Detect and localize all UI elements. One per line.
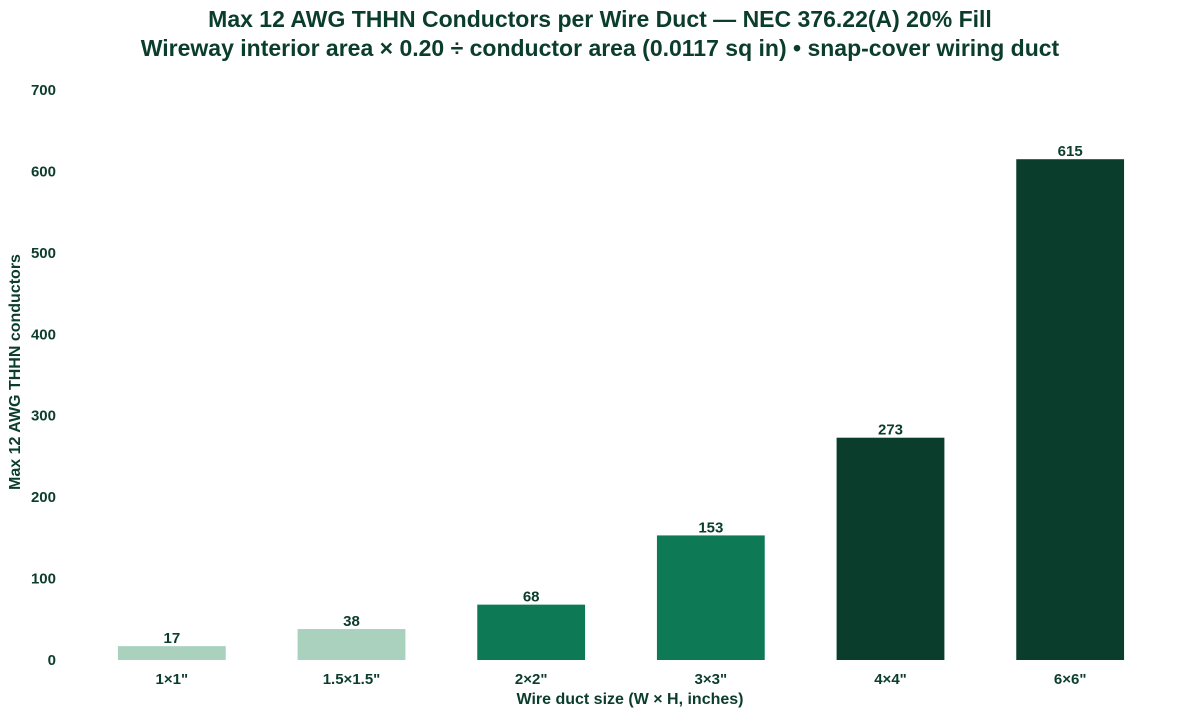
y-axis-label: Max 12 AWG THHN conductors <box>7 254 24 490</box>
bar <box>1016 159 1125 660</box>
x-category-label: 1.5×1.5" <box>323 671 381 688</box>
chart-subtitle: Wireway interior area × 0.20 ÷ conductor… <box>140 35 1060 61</box>
bar-value-label: 17 <box>163 630 180 647</box>
bar-value-label: 38 <box>343 613 360 630</box>
x-category-label: 2×2" <box>515 671 548 688</box>
x-axis-label: Wire duct size (W × H, inches) <box>516 691 743 708</box>
data-labels: 17 38 68 153 273 615 <box>163 143 1082 647</box>
chart-title: Max 12 AWG THHN Conductors per Wire Duct… <box>208 6 992 32</box>
bar <box>656 535 765 660</box>
x-category-label: 1×1" <box>156 671 189 688</box>
x-category-label: 3×3" <box>695 671 728 688</box>
bar-value-label: 273 <box>878 422 903 439</box>
bar <box>836 437 945 660</box>
y-tick-label: 700 <box>31 82 56 99</box>
y-tick-label: 500 <box>31 245 56 262</box>
y-tick-label: 100 <box>31 571 56 588</box>
x-category-label: 4×4" <box>874 671 907 688</box>
bar-value-label: 615 <box>1058 143 1083 160</box>
y-tick-label: 300 <box>31 408 56 425</box>
x-axis-categories: 1×1" 1.5×1.5" 2×2" 3×3" 4×4" 6×6" <box>156 671 1087 688</box>
bar-value-label: 153 <box>698 519 723 536</box>
y-tick-label: 0 <box>48 652 56 669</box>
bar <box>297 629 406 660</box>
y-tick-label: 400 <box>31 326 56 343</box>
bars <box>117 159 1125 660</box>
x-category-label: 6×6" <box>1054 671 1087 688</box>
bar-value-label: 68 <box>523 589 540 606</box>
y-tick-label: 200 <box>31 489 56 506</box>
bar <box>117 646 226 660</box>
bar <box>477 604 586 660</box>
y-tick-label: 600 <box>31 163 56 180</box>
y-axis-ticks: 0 100 200 300 400 500 600 700 <box>31 82 56 669</box>
